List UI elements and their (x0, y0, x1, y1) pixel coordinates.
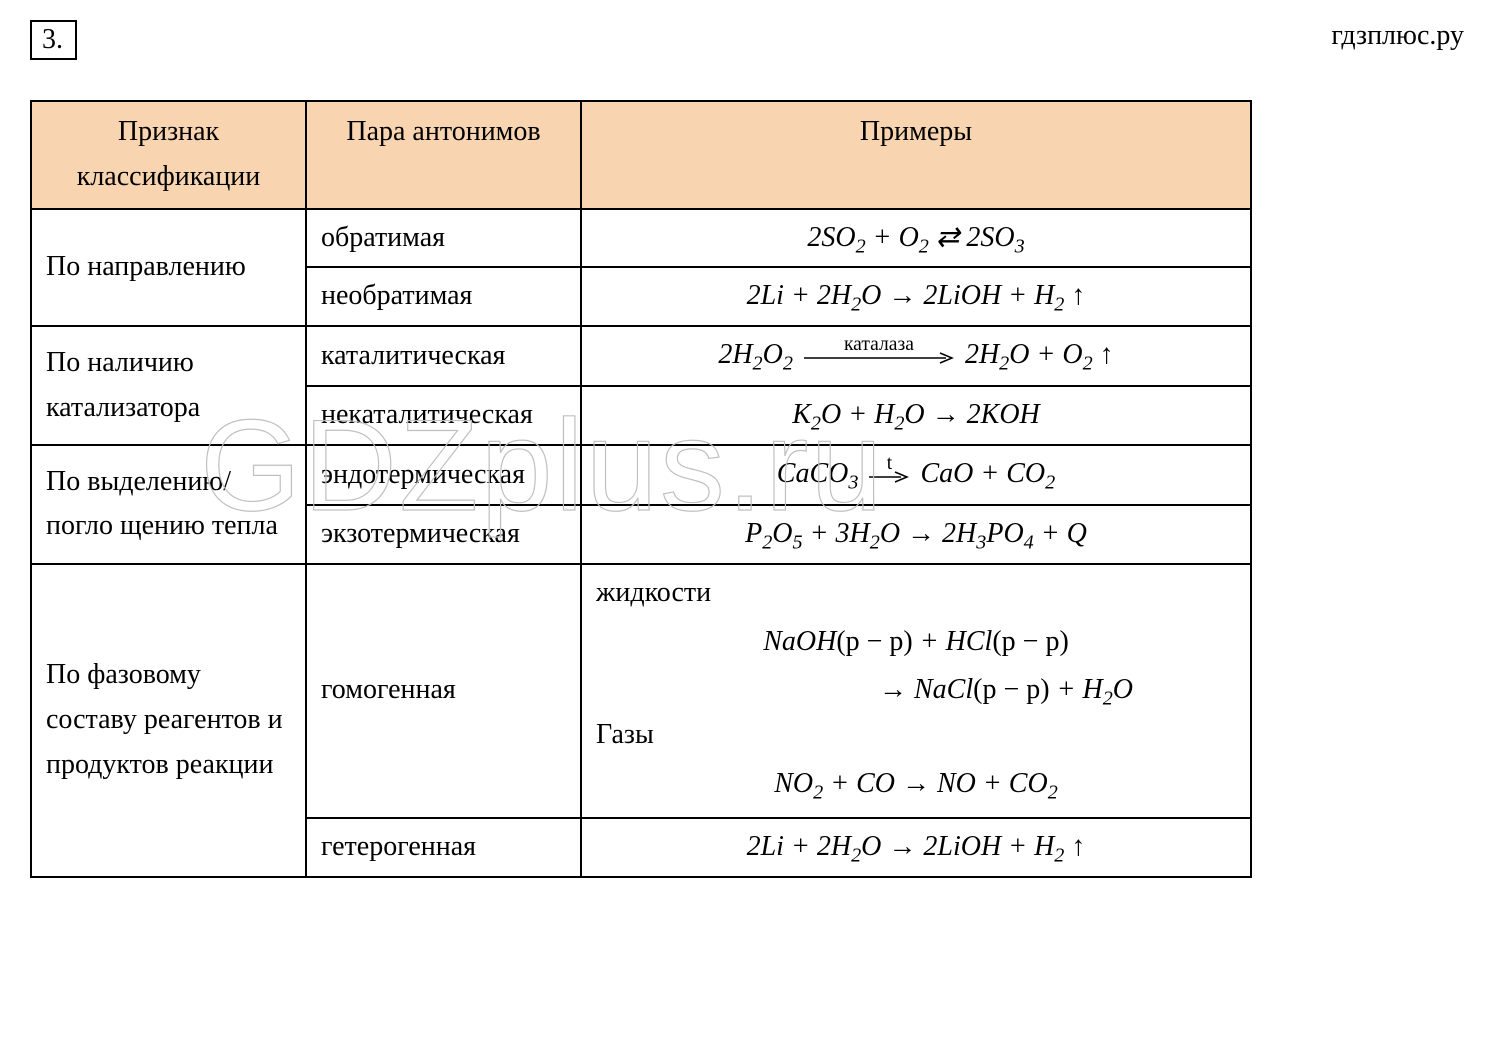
example-cell: 2Li + 2H2O → 2LiOH + H2 ↑ (581, 818, 1251, 877)
antonym-cell: обратимая (306, 209, 581, 268)
example-cell: K2O + H2O → 2KOH (581, 386, 1251, 445)
criterion-cell: По выделению/погло щению тепла (31, 445, 306, 564)
classification-table: Признак классификации Пара антонимов При… (30, 100, 1252, 878)
antonym-cell: гомогенная (306, 564, 581, 818)
table-row: По направлениюобратимая2SO2 + O2 ⇄ 2SO3 (31, 209, 1251, 268)
antonym-cell: экзотермическая (306, 505, 581, 564)
antonym-cell: необратимая (306, 267, 581, 326)
column-header-examples: Примеры (581, 101, 1251, 209)
example-cell: 2Li + 2H2O → 2LiOH + H2 ↑ (581, 267, 1251, 326)
example-cell: 2H2O2 каталаза 2H2O + O2 ↑ (581, 326, 1251, 386)
antonym-cell: каталитическая (306, 326, 581, 386)
table-body: По направлениюобратимая2SO2 + O2 ⇄ 2SO3н… (31, 209, 1251, 877)
table-row: По наличию катализаторакаталитическая2H2… (31, 326, 1251, 386)
criterion-cell: По фазовому составу реагентов и продукто… (31, 564, 306, 877)
example-cell: P2O5 + 3H2O → 2H3PO4 + Q (581, 505, 1251, 564)
criterion-cell: По наличию катализатора (31, 326, 306, 445)
page-header: 3. гдзплюс.ру (30, 20, 1464, 60)
site-name: гдзплюс.ру (1331, 20, 1464, 52)
question-number-badge: 3. (30, 20, 77, 60)
column-header-criterion: Признак классификации (31, 101, 306, 209)
antonym-cell: гетерогенная (306, 818, 581, 877)
antonym-cell: некаталитическая (306, 386, 581, 445)
criterion-cell: По направлению (31, 209, 306, 327)
column-header-antonyms: Пара антонимов (306, 101, 581, 209)
example-cell: 2SO2 + O2 ⇄ 2SO3 (581, 209, 1251, 268)
example-cell: CaCO3 t CaO + CO2 (581, 445, 1251, 505)
example-cell: жидкостиNaOH(р − р) + HCl(р − р)→ NaCl(р… (581, 564, 1251, 818)
table-row: По выделению/погло щению теплаэндотермич… (31, 445, 1251, 505)
table-header-row: Признак классификации Пара антонимов При… (31, 101, 1251, 209)
table-row: По фазовому составу реагентов и продукто… (31, 564, 1251, 818)
antonym-cell: эндотермическая (306, 445, 581, 505)
